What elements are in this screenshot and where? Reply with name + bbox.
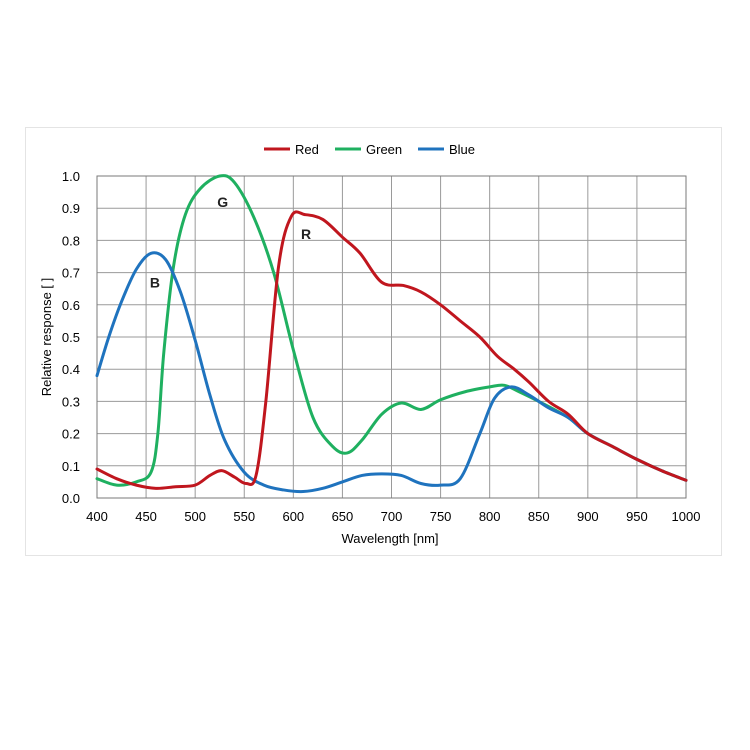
x-tick-label: 1000 (672, 509, 701, 524)
x-tick-label: 400 (86, 509, 108, 524)
x-tick-label: 950 (626, 509, 648, 524)
y-axis-tick-labels: 0.0 0.1 0.2 0.3 0.4 0.5 0.6 0.7 0.8 0.9 1.0 (62, 169, 80, 506)
x-tick-label: 900 (577, 509, 599, 524)
chart-frame (25, 127, 722, 556)
y-tick-label: 0.0 (62, 491, 80, 506)
series-line-red (95, 210, 688, 490)
x-tick-label: 600 (282, 509, 304, 524)
y-tick-label: 0.9 (62, 201, 80, 216)
x-tick-label: 700 (381, 509, 403, 524)
series-lines (95, 174, 688, 494)
series-annotation-g: G (217, 194, 228, 210)
y-tick-label: 0.2 (62, 427, 80, 442)
series-annotations: B G R (150, 194, 311, 291)
y-tick-label: 0.6 (62, 298, 80, 313)
legend-label-blue: Blue (449, 142, 475, 157)
x-tick-label: 450 (135, 509, 157, 524)
x-tick-label: 850 (528, 509, 550, 524)
x-tick-label: 650 (332, 509, 354, 524)
legend-label-red: Red (295, 142, 319, 157)
plot-area-border (96, 175, 687, 499)
x-tick-label: 500 (184, 509, 206, 524)
grid (96, 175, 687, 499)
legend-label-green: Green (366, 142, 402, 157)
y-axis-title: Relative response [ ] (39, 278, 54, 397)
x-axis-tick-labels: 400 450 500 550 600 650 700 750 800 850 900 950 1000 (86, 509, 700, 524)
y-tick-label: 0.7 (62, 266, 80, 281)
y-tick-label: 0.3 (62, 394, 80, 409)
y-tick-label: 0.5 (62, 330, 80, 345)
series-annotation-b: B (150, 274, 160, 290)
series-line-blue (95, 251, 688, 494)
y-tick-label: 0.4 (62, 362, 80, 377)
y-tick-label: 0.1 (62, 459, 80, 474)
x-axis-title: Wavelength [nm] (341, 531, 438, 546)
y-tick-label: 0.8 (62, 233, 80, 248)
x-tick-label: 750 (430, 509, 452, 524)
x-tick-label: 800 (479, 509, 501, 524)
series-annotation-r: R (301, 226, 311, 242)
y-tick-label: 1.0 (62, 169, 80, 184)
legend: Red Green Blue (264, 142, 475, 157)
x-tick-label: 550 (233, 509, 255, 524)
